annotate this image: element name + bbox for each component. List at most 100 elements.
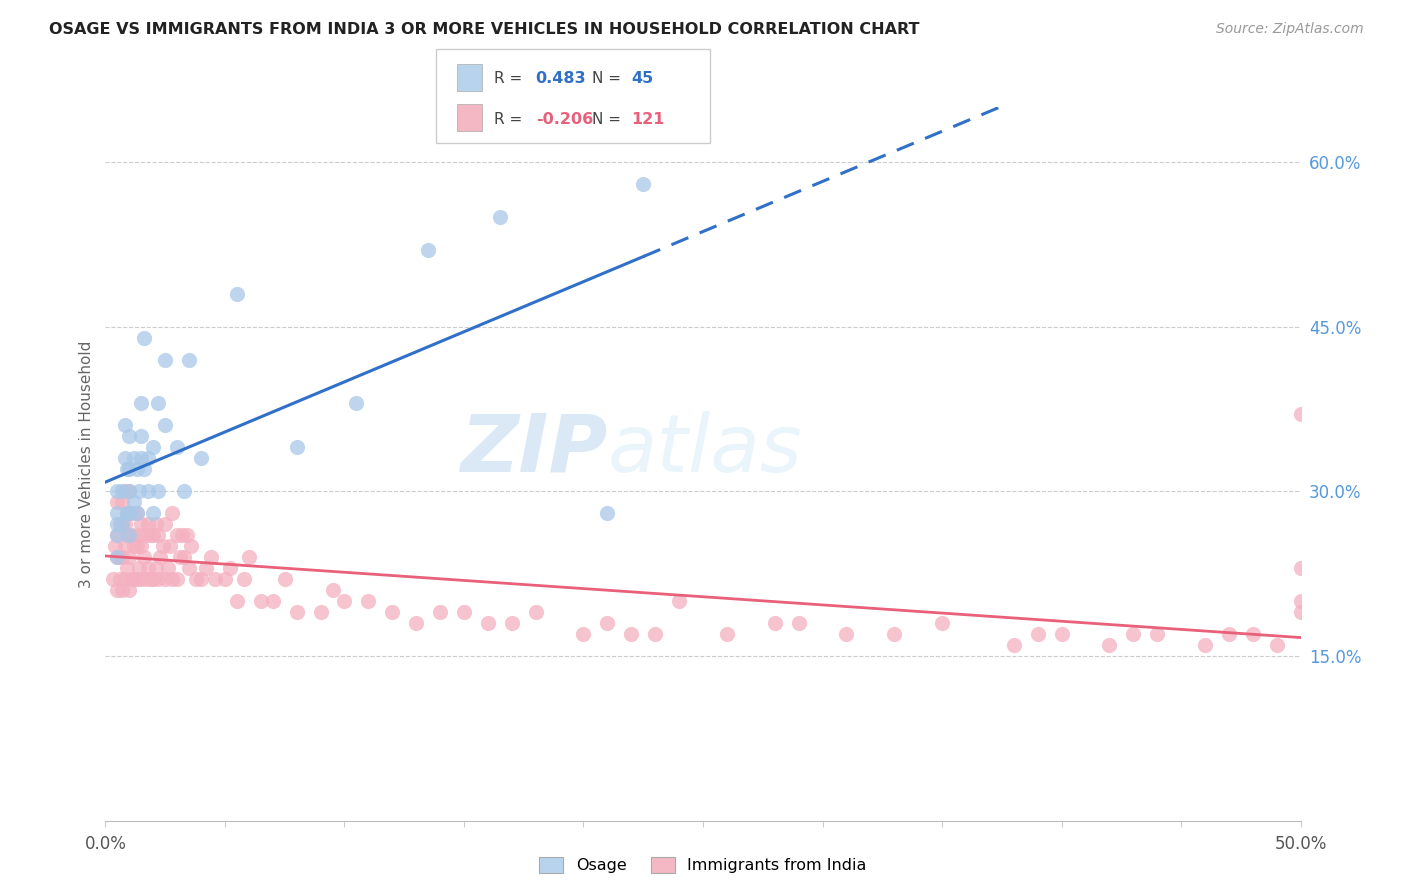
Point: [111, 550, 134, 565]
Point: [125, 506, 148, 520]
Point: [453, 605, 475, 619]
Point: [118, 583, 141, 598]
Point: [107, 550, 129, 565]
Point: [633, 177, 655, 191]
Point: [146, 484, 169, 499]
Point: [122, 572, 145, 586]
Point: [115, 506, 138, 520]
Point: [166, 441, 188, 455]
Point: [477, 615, 499, 630]
Point: [115, 561, 138, 575]
Point: [763, 615, 786, 630]
Point: [129, 429, 153, 443]
Point: [118, 506, 141, 520]
Point: [1289, 605, 1312, 619]
Point: [114, 451, 136, 466]
Point: [835, 627, 858, 641]
Point: [142, 506, 165, 520]
Point: [142, 528, 165, 542]
Point: [118, 484, 141, 499]
Point: [357, 594, 380, 608]
Text: Source: ZipAtlas.com: Source: ZipAtlas.com: [1216, 22, 1364, 37]
Point: [250, 594, 273, 608]
Text: R =: R =: [494, 112, 527, 128]
Point: [152, 539, 174, 553]
Y-axis label: 3 or more Vehicles in Household: 3 or more Vehicles in Household: [79, 340, 94, 588]
Point: [115, 462, 138, 476]
Point: [107, 528, 129, 542]
Point: [132, 330, 155, 344]
Point: [129, 539, 153, 553]
Text: 121: 121: [631, 112, 665, 128]
Text: atlas: atlas: [607, 410, 803, 489]
Point: [787, 615, 810, 630]
Point: [173, 550, 195, 565]
Point: [233, 572, 256, 586]
Point: [572, 627, 595, 641]
Point: [1026, 627, 1049, 641]
Point: [346, 396, 368, 410]
Point: [190, 451, 212, 466]
Legend: Osage, Immigrants from India: Osage, Immigrants from India: [533, 850, 873, 880]
Point: [107, 583, 129, 598]
Point: [153, 352, 177, 367]
Point: [101, 572, 124, 586]
Point: [135, 528, 157, 542]
Point: [596, 506, 619, 520]
Point: [129, 572, 153, 586]
Point: [111, 583, 134, 598]
Point: [118, 429, 141, 443]
Point: [177, 561, 201, 575]
Point: [114, 418, 136, 433]
Point: [115, 506, 138, 520]
Point: [883, 627, 905, 641]
Point: [620, 627, 643, 641]
Point: [139, 528, 162, 542]
Point: [1194, 638, 1216, 652]
Point: [145, 561, 167, 575]
Point: [132, 462, 155, 476]
Point: [238, 550, 260, 565]
Point: [225, 286, 249, 301]
Point: [333, 594, 356, 608]
Point: [107, 550, 129, 565]
Point: [162, 506, 184, 520]
Point: [166, 528, 188, 542]
Text: OSAGE VS IMMIGRANTS FROM INDIA 3 OR MORE VEHICLES IN HOUSEHOLD CORRELATION CHART: OSAGE VS IMMIGRANTS FROM INDIA 3 OR MORE…: [49, 22, 920, 37]
Point: [122, 539, 145, 553]
Point: [107, 528, 129, 542]
Point: [273, 572, 295, 586]
Point: [107, 506, 129, 520]
Point: [149, 550, 172, 565]
Point: [285, 441, 308, 455]
Point: [173, 484, 195, 499]
Point: [1289, 594, 1312, 608]
Point: [114, 539, 136, 553]
Point: [115, 528, 138, 542]
Point: [125, 506, 148, 520]
Point: [1241, 627, 1264, 641]
Point: [644, 627, 666, 641]
Point: [146, 572, 169, 586]
Point: [1050, 627, 1073, 641]
Point: [138, 561, 160, 575]
Point: [596, 615, 619, 630]
Point: [142, 572, 165, 586]
Point: [321, 583, 344, 598]
Point: [225, 594, 249, 608]
Point: [104, 539, 127, 553]
Point: [118, 528, 141, 542]
Point: [262, 594, 284, 608]
Point: [118, 484, 141, 499]
Text: ZIP: ZIP: [460, 410, 607, 489]
Point: [204, 572, 226, 586]
Point: [381, 605, 404, 619]
Point: [118, 462, 141, 476]
Point: [176, 528, 198, 542]
Point: [122, 506, 145, 520]
Point: [108, 517, 131, 532]
Point: [146, 528, 169, 542]
Point: [1146, 627, 1168, 641]
Point: [218, 561, 240, 575]
Point: [1289, 408, 1312, 422]
